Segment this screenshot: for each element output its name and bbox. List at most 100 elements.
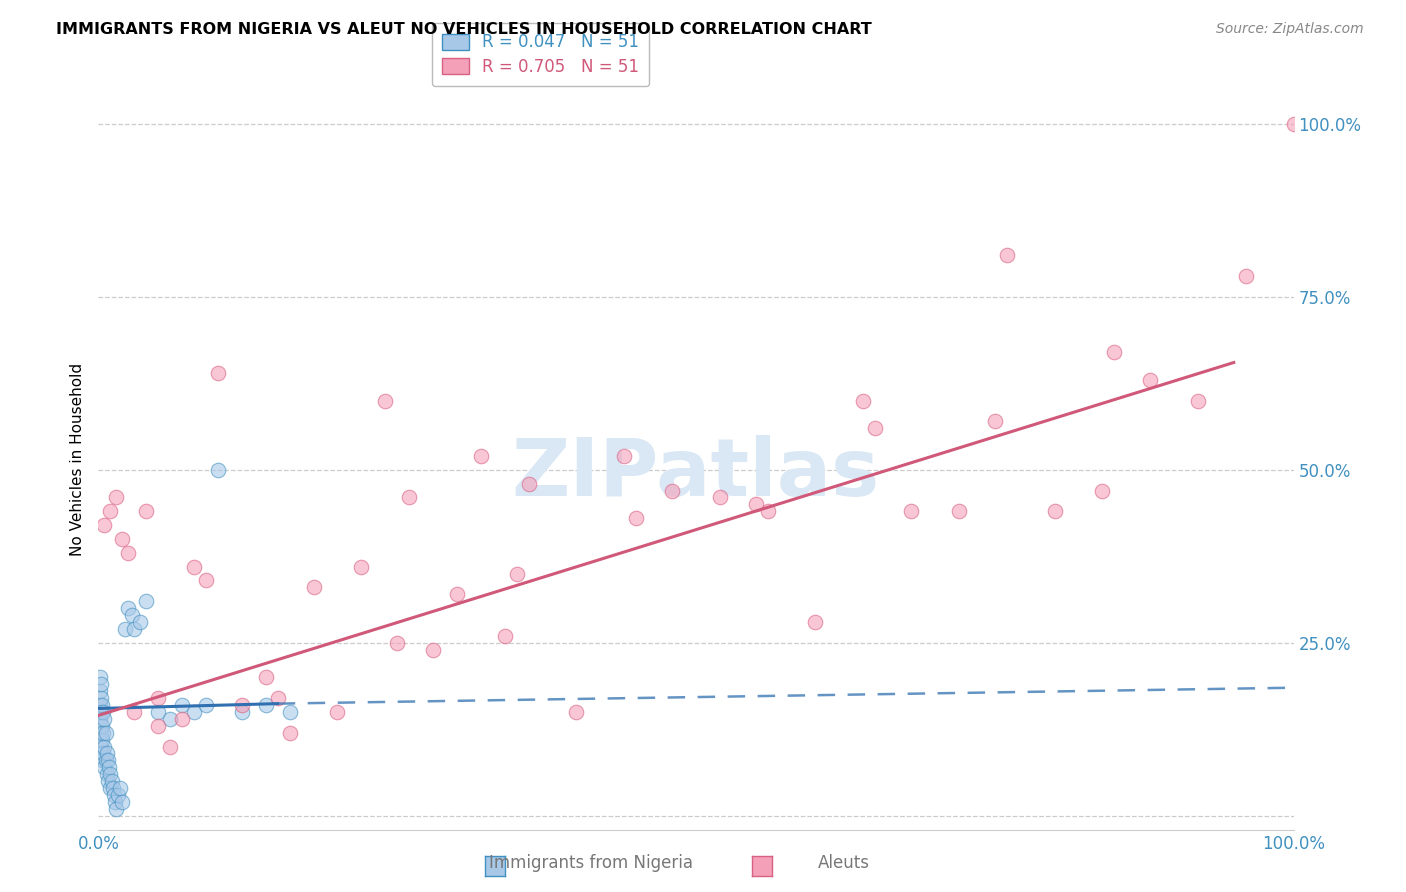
Point: [91, 747, 114, 761]
Point: [91, 732, 114, 747]
Point: [159, 712, 181, 726]
Point: [183, 705, 205, 719]
Point: [98, 504, 122, 518]
Point: [756, 504, 779, 518]
Point: [104, 795, 127, 809]
Point: [100, 774, 122, 789]
Point: [124, 622, 146, 636]
Point: [207, 366, 229, 380]
Point: [995, 248, 1018, 262]
Point: [398, 491, 420, 505]
Point: [494, 629, 516, 643]
Point: [93, 760, 115, 774]
Point: [446, 587, 468, 601]
Point: [948, 504, 970, 518]
Point: [105, 802, 128, 816]
Point: [278, 705, 301, 719]
Point: [470, 449, 492, 463]
Point: [1139, 373, 1161, 387]
Point: [135, 504, 157, 518]
Point: [98, 780, 122, 795]
Point: [183, 559, 205, 574]
Point: [148, 719, 170, 733]
Point: [1104, 345, 1126, 359]
Point: [1234, 268, 1257, 283]
Point: [661, 483, 683, 498]
Point: [111, 532, 134, 546]
Text: Immigrants from Nigeria: Immigrants from Nigeria: [488, 855, 693, 872]
Point: [89, 670, 111, 684]
Point: [117, 546, 139, 560]
Point: [422, 642, 444, 657]
Point: [98, 760, 121, 774]
Point: [114, 622, 136, 636]
Point: [91, 719, 114, 733]
Point: [984, 414, 1007, 428]
Point: [90, 705, 112, 719]
Point: [97, 753, 120, 767]
Point: [195, 698, 218, 712]
Point: [1043, 504, 1066, 518]
Point: [326, 705, 349, 719]
Point: [101, 780, 124, 795]
Point: [172, 698, 194, 712]
Point: [804, 615, 827, 629]
Point: [148, 705, 170, 719]
Point: [96, 767, 118, 781]
Point: [385, 636, 409, 650]
Point: [89, 684, 111, 698]
Point: [129, 615, 152, 629]
Point: [96, 747, 118, 761]
Point: [267, 691, 290, 706]
Point: [105, 491, 128, 505]
Point: [98, 767, 122, 781]
Point: [121, 608, 143, 623]
Point: [254, 670, 277, 684]
Point: [231, 698, 253, 712]
Point: [103, 788, 125, 802]
Point: [302, 581, 325, 595]
Point: [565, 705, 588, 719]
Point: [278, 725, 301, 739]
Point: [1187, 393, 1209, 408]
Point: [117, 601, 139, 615]
Point: [93, 518, 115, 533]
Point: [709, 491, 731, 505]
Text: Source: ZipAtlas.com: Source: ZipAtlas.com: [1216, 22, 1364, 37]
Point: [852, 393, 875, 408]
Point: [91, 725, 114, 739]
Text: Aleuts: Aleuts: [818, 855, 869, 872]
Point: [89, 712, 111, 726]
Point: [231, 705, 253, 719]
Point: [97, 774, 120, 789]
Point: [350, 559, 373, 574]
Point: [91, 705, 114, 719]
Point: [517, 476, 540, 491]
Point: [89, 698, 111, 712]
Point: [91, 753, 114, 767]
Point: [374, 393, 396, 408]
Point: [613, 449, 636, 463]
Point: [506, 566, 529, 581]
Point: [626, 511, 648, 525]
Point: [900, 504, 922, 518]
Point: [91, 698, 114, 712]
Point: [865, 421, 887, 435]
Point: [107, 788, 129, 802]
Y-axis label: No Vehicles in Household: No Vehicles in Household: [70, 363, 86, 556]
Point: [172, 712, 194, 726]
Point: [111, 795, 134, 809]
Point: [124, 705, 146, 719]
Text: IMMIGRANTS FROM NIGERIA VS ALEUT NO VEHICLES IN HOUSEHOLD CORRELATION CHART: IMMIGRANTS FROM NIGERIA VS ALEUT NO VEHI…: [56, 22, 872, 37]
Point: [1282, 117, 1305, 131]
Point: [159, 739, 181, 754]
Point: [93, 712, 115, 726]
Legend: R = 0.047   N = 51, R = 0.705   N = 51: R = 0.047 N = 51, R = 0.705 N = 51: [432, 23, 650, 87]
Point: [148, 691, 170, 706]
Point: [90, 739, 112, 754]
Point: [108, 780, 131, 795]
Point: [90, 725, 112, 739]
Point: [254, 698, 277, 712]
Point: [94, 725, 117, 739]
Point: [207, 463, 229, 477]
